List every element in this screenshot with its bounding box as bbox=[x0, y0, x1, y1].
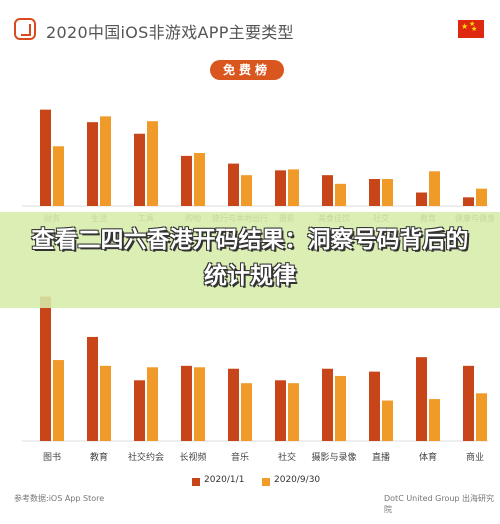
source-note: 参考数据:iOS App Store bbox=[14, 494, 105, 503]
bar-series-2 bbox=[476, 188, 487, 206]
bar-series-2 bbox=[241, 175, 252, 206]
bar-series-1 bbox=[322, 175, 333, 206]
bar-series-1 bbox=[87, 122, 98, 206]
logo-icon bbox=[14, 18, 36, 40]
bar-series-2 bbox=[147, 367, 158, 441]
bar-series-1 bbox=[416, 192, 427, 206]
bar-series-1 bbox=[369, 371, 380, 441]
header: 2020中国iOS非游戏APP主要类型 ★ ★ ★ bbox=[0, 0, 500, 58]
category-tick-label: 体育 bbox=[419, 451, 437, 463]
bar-series-1 bbox=[463, 197, 474, 206]
credit-note: DotC United Group 出海研究院 bbox=[384, 494, 495, 514]
category-tick-label: 社交约会 bbox=[128, 451, 164, 463]
bar-series-1 bbox=[369, 179, 380, 206]
bar-series-2 bbox=[100, 116, 111, 206]
bar-series-2 bbox=[476, 393, 487, 441]
chart-title: 2020中国iOS非游戏APP主要类型 bbox=[46, 23, 294, 42]
bar-series-2 bbox=[53, 360, 64, 441]
bar-series-1 bbox=[228, 368, 239, 441]
category-tick-label: 摄影与录像 bbox=[311, 451, 356, 463]
bar-series-2 bbox=[288, 383, 299, 441]
category-tick-label: 直播 bbox=[372, 451, 390, 463]
bar-series-2 bbox=[288, 169, 299, 206]
bar-series-1 bbox=[322, 368, 333, 441]
bar-series-2 bbox=[382, 179, 393, 206]
bar-series-1 bbox=[87, 336, 98, 441]
bar-series-2 bbox=[194, 367, 205, 441]
bar-series-1 bbox=[40, 296, 51, 441]
bar-series-1 bbox=[181, 155, 192, 206]
bar-series-1 bbox=[416, 357, 427, 441]
bar-series-2 bbox=[194, 153, 205, 206]
bar-series-2 bbox=[429, 171, 440, 206]
banner-headline: 查看二四六香港开码结果：洞察号码背后的统计规律 bbox=[31, 227, 469, 289]
bar-series-2 bbox=[53, 146, 64, 206]
category-tick-label: 图书 bbox=[43, 452, 61, 463]
china-flag-icon: ★ ★ ★ bbox=[458, 20, 484, 38]
bar-series-1 bbox=[134, 133, 145, 206]
legend-swatch-series-1 bbox=[192, 478, 200, 486]
legend-swatch-series-2 bbox=[262, 478, 270, 486]
category-tick-label: 长视频 bbox=[179, 451, 206, 463]
bar-series-1 bbox=[40, 109, 51, 206]
bar-series-2 bbox=[241, 383, 252, 441]
bar-series-2 bbox=[335, 183, 346, 206]
bar-series-1 bbox=[275, 380, 286, 441]
legend-label-series-2: 2020/9/30 bbox=[274, 475, 321, 485]
bar-series-1 bbox=[181, 365, 192, 441]
bar-series-1 bbox=[134, 380, 145, 441]
free-chart-badge: 免费榜 bbox=[210, 60, 284, 80]
bar-series-1 bbox=[463, 365, 474, 441]
legend-label-series-1: 2020/1/1 bbox=[204, 475, 245, 485]
category-tick-label: 教育 bbox=[90, 451, 108, 463]
bar-series-2 bbox=[147, 121, 158, 206]
overlay-banner bbox=[0, 212, 500, 308]
bar-series-2 bbox=[100, 365, 111, 441]
bar-series-2 bbox=[335, 375, 346, 441]
category-tick-label: 社交 bbox=[278, 451, 296, 463]
bar-series-1 bbox=[275, 170, 286, 206]
bar-series-2 bbox=[382, 400, 393, 441]
bar-series-1 bbox=[228, 163, 239, 206]
category-tick-label: 音乐 bbox=[231, 451, 249, 463]
bar-series-2 bbox=[429, 399, 440, 441]
category-tick-label: 商业 bbox=[466, 451, 484, 463]
